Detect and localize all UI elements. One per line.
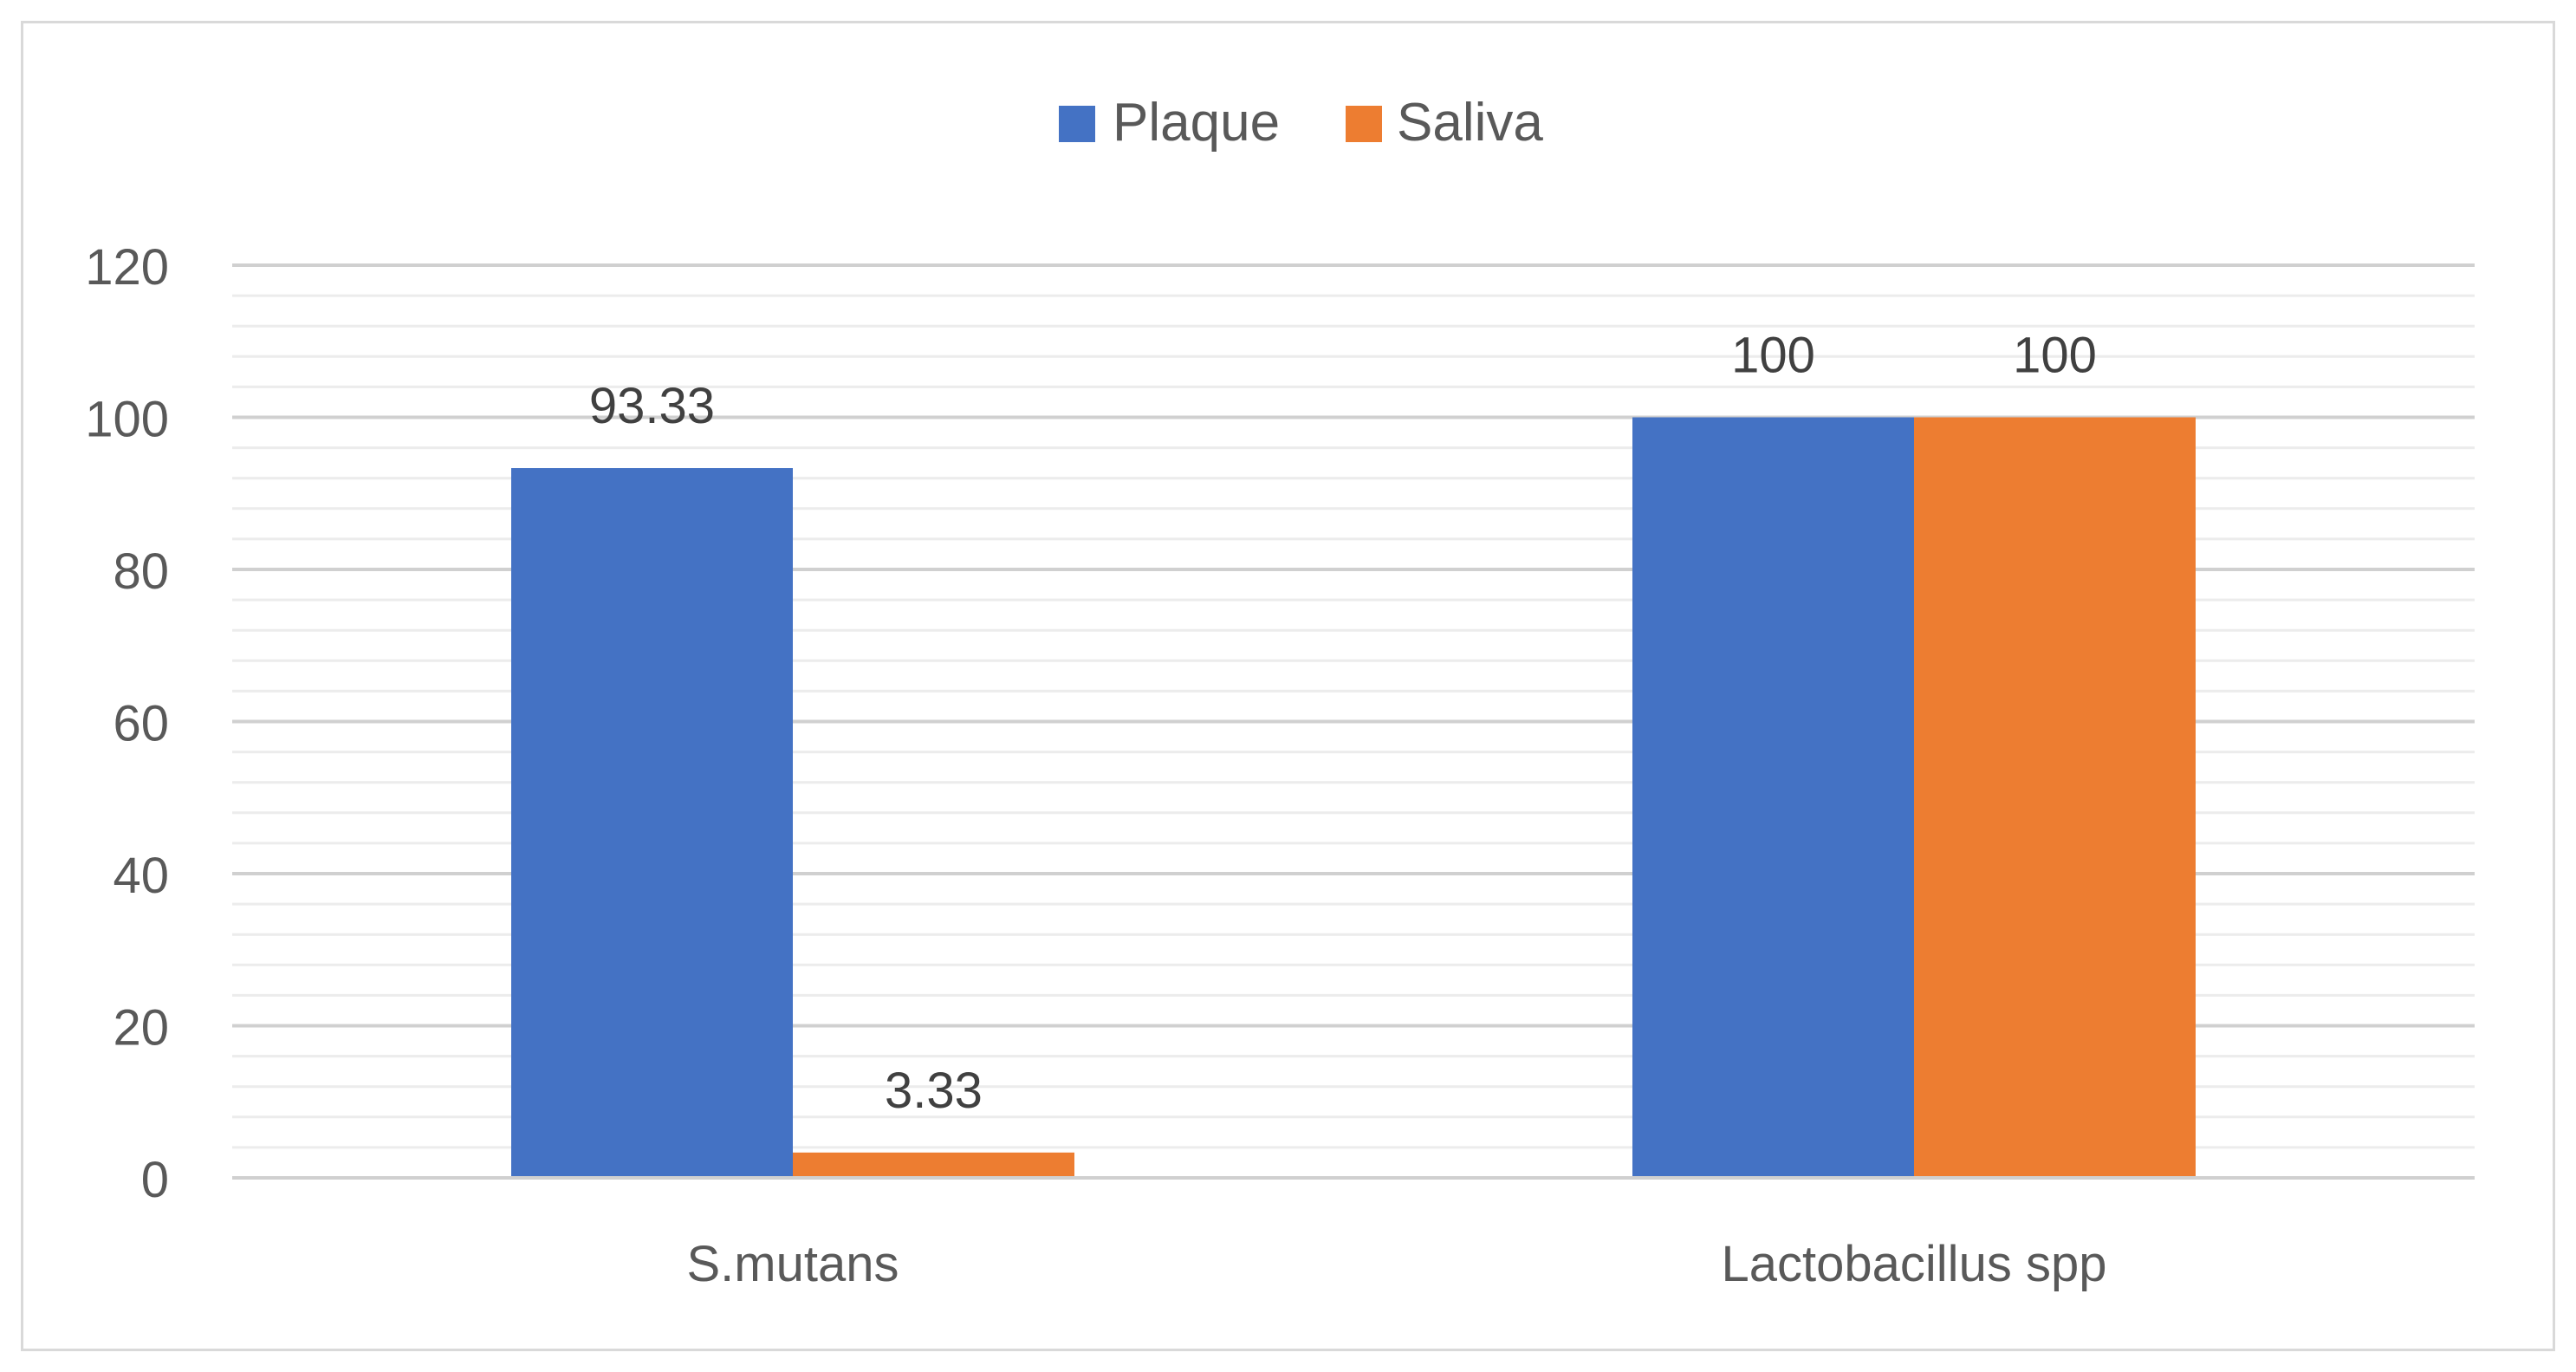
legend-label: Saliva: [1397, 93, 1543, 153]
x-category-label: S.mutans: [687, 1236, 899, 1292]
labels: 0 20 40 60 80 100 120 93.33 3.33 S.mutans 100 100 La…: [85, 239, 2106, 1292]
bar-plaque-0: [511, 468, 793, 1178]
bar-plaque-1: [1632, 417, 1914, 1178]
y-tick-label: 80: [113, 543, 169, 600]
y-tick-label: 60: [113, 696, 169, 752]
y-tick-label: 20: [113, 1000, 169, 1057]
data-label: 93.33: [589, 378, 715, 434]
y-tick-label: 100: [85, 392, 169, 448]
data-label: 100: [2013, 328, 2097, 384]
bar-saliva-1: [1914, 417, 2196, 1178]
x-category-label: Lactobacillus spp: [1722, 1236, 2107, 1292]
legend-swatch-plaque: [1059, 106, 1095, 142]
data-label: 100: [1731, 328, 1815, 384]
legend-swatch-saliva: [1346, 106, 1382, 142]
y-tick-label: 0: [141, 1152, 169, 1208]
bars: [511, 417, 2196, 1178]
legend: Plaque Saliva: [1059, 93, 1543, 153]
bar-saliva-0: [793, 1152, 1074, 1178]
y-tick-label: 120: [85, 239, 169, 296]
y-tick-label: 40: [113, 848, 169, 904]
data-label: 3.33: [885, 1063, 983, 1119]
legend-label: Plaque: [1113, 93, 1280, 153]
